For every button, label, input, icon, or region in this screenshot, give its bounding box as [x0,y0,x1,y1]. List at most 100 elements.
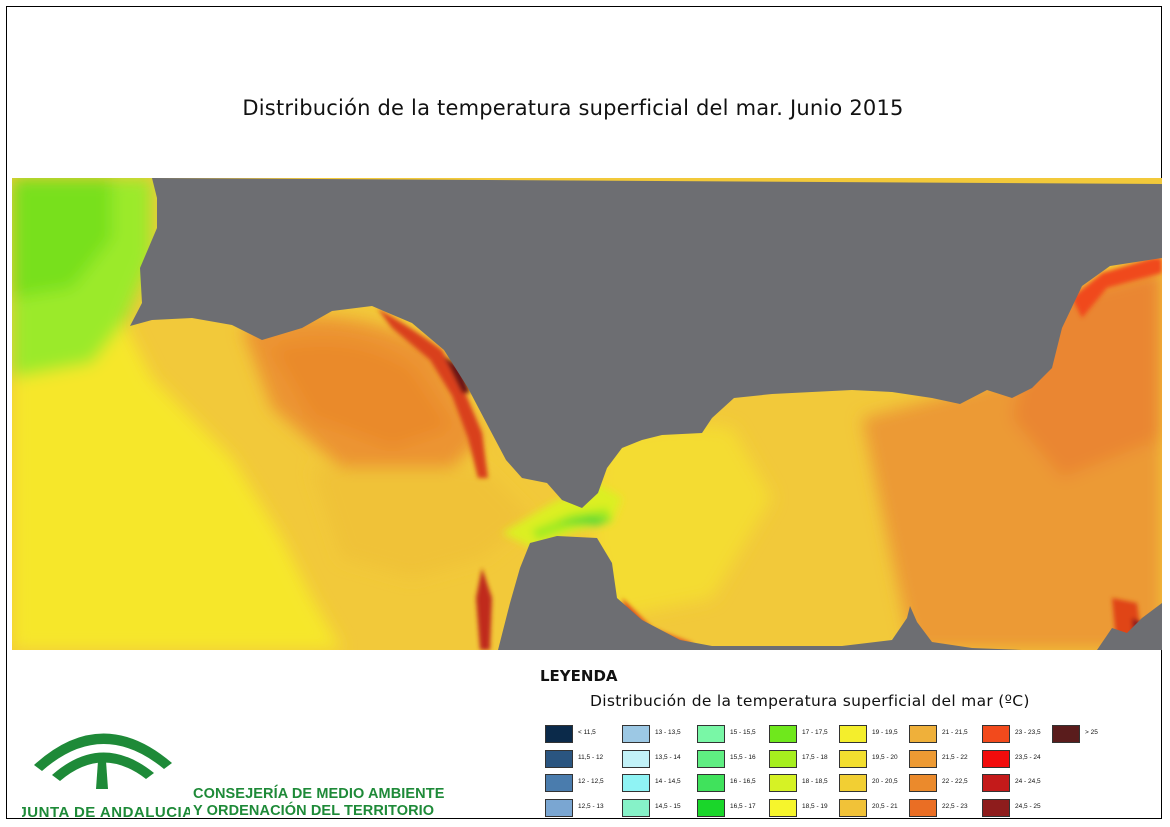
legend-item: 23,5 - 24 [982,750,1050,768]
legend-item: 24 - 24,5 [982,774,1050,792]
legend-item: 24,5 - 25 [982,799,1050,817]
legend-item: 16,5 - 17 [697,799,765,817]
logo-arc-inner [52,752,154,781]
legend-label: 14,5 - 15 [655,803,681,810]
legend-item: 14 - 14,5 [622,774,690,792]
legend-swatch [545,799,573,817]
legend-swatch [545,774,573,792]
legend-swatch [545,750,573,768]
legend-label: 11,5 - 12 [578,754,604,761]
legend-swatch [839,725,867,743]
legend-swatch [622,750,650,768]
legend-item: < 11,5 [545,725,613,743]
legend-swatch [697,725,725,743]
legend-label: 16,5 - 17 [730,803,756,810]
legend-swatch [622,725,650,743]
legend-label: 21 - 21,5 [942,729,968,736]
legend-label: 23 - 23,5 [1015,729,1041,736]
land-iberia [130,178,1162,508]
legend-swatch [839,799,867,817]
legend-label: 18 - 18,5 [802,778,828,785]
legend-heading: LEYENDA [540,667,618,685]
legend-label: 13,5 - 14 [655,754,681,761]
legend-item: 15,5 - 16 [697,750,765,768]
legend-swatch [839,774,867,792]
legend-item: 14,5 - 15 [622,799,690,817]
legend-swatch [982,750,1010,768]
legend-swatch [769,799,797,817]
sst-map [12,178,1162,650]
legend-label: 15 - 15,5 [730,729,756,736]
legend-item: > 25 [1052,725,1120,743]
legend-label: 13 - 13,5 [655,729,681,736]
legend-label: 12 - 12,5 [578,778,604,785]
legend-swatch [982,725,1010,743]
legend-label: 14 - 14,5 [655,778,681,785]
legend-swatch [982,774,1010,792]
organization-line2: Y ORDENACIÓN DEL TERRITORIO [193,803,435,819]
legend-swatch [545,725,573,743]
land-africa [498,536,1022,650]
junta-andalucia-logo: JUNTA DE ANDALUCIA [22,733,190,821]
legend-item: 19,5 - 20 [839,750,907,768]
legend-swatch [909,799,937,817]
legend-item: 19 - 19,5 [839,725,907,743]
legend-label: 20,5 - 21 [872,803,898,810]
legend-label: 24,5 - 25 [1015,803,1041,810]
map-title: Distribución de la temperatura superfici… [242,96,904,120]
legend-label: 19 - 19,5 [872,729,898,736]
land-africa-east [1097,603,1162,650]
legend-item: 17,5 - 18 [769,750,837,768]
legend-swatch [769,774,797,792]
legend-label: 23,5 - 24 [1015,754,1041,761]
legend-label: 16 - 16,5 [730,778,756,785]
legend-label: 18,5 - 19 [802,803,828,810]
legend-swatch [622,799,650,817]
legend-swatch [982,799,1010,817]
logo-figure-head [98,753,106,761]
legend-item: 23 - 23,5 [982,725,1050,743]
legend-subtitle: Distribución de la temperatura superfici… [590,692,1030,710]
legend-item: 12 - 12,5 [545,774,613,792]
logo-text: JUNTA DE ANDALUCIA [22,804,190,821]
legend-swatch [697,799,725,817]
legend-item: 18 - 18,5 [769,774,837,792]
legend-label: 22 - 22,5 [942,778,968,785]
legend-item: 20,5 - 21 [839,799,907,817]
legend-label: 12,5 - 13 [578,803,604,810]
legend-item: 21 - 21,5 [909,725,977,743]
legend-label: 15,5 - 16 [730,754,756,761]
strait-waters [502,483,622,548]
legend-item: 22 - 22,5 [909,774,977,792]
legend-swatch [622,774,650,792]
legend-swatch [909,750,937,768]
legend-item: 18,5 - 19 [769,799,837,817]
organization-line1: CONSEJERÍA DE MEDIO AMBIENTE [193,786,445,802]
legend-swatch [839,750,867,768]
legend-swatch [1052,725,1080,743]
legend-item: 15 - 15,5 [697,725,765,743]
legend-label: 20 - 20,5 [872,778,898,785]
temperature-zones [12,178,1162,650]
legend-label: 19,5 - 20 [872,754,898,761]
legend-swatch [697,774,725,792]
legend-swatch [909,774,937,792]
legend-item: 13,5 - 14 [622,750,690,768]
logo-figure [96,761,108,789]
legend-item: 11,5 - 12 [545,750,613,768]
legend-label: 17 - 17,5 [802,729,828,736]
legend-label: < 11,5 [578,729,596,736]
legend-label: > 25 [1085,729,1098,736]
legend-item: 12,5 - 13 [545,799,613,817]
legend-label: 24 - 24,5 [1015,778,1041,785]
legend-label: 17,5 - 18 [802,754,828,761]
legend-label: 21,5 - 22 [942,754,968,761]
legend-label: 22,5 - 23 [942,803,968,810]
legend-swatch [909,725,937,743]
legend-swatch [769,725,797,743]
legend-item: 22,5 - 23 [909,799,977,817]
legend-item: 20 - 20,5 [839,774,907,792]
legend-swatch [769,750,797,768]
logo-arc-outer [34,733,172,771]
legend-swatch [697,750,725,768]
